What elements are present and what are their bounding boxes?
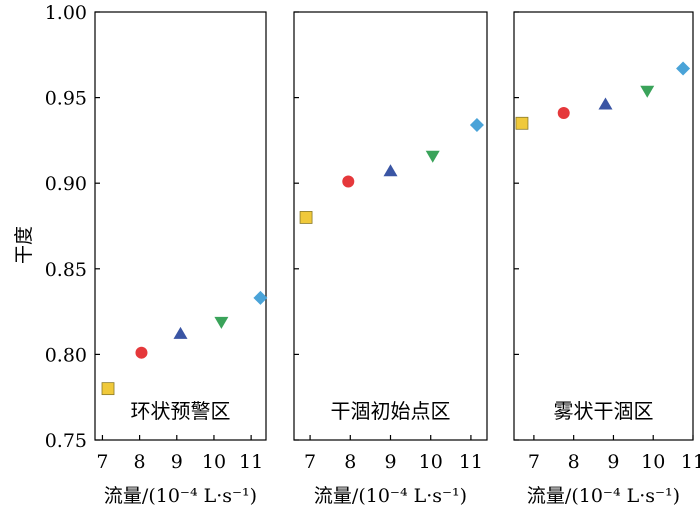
panel-label: 雾状干涸区 — [554, 399, 654, 423]
panel-frame — [94, 11, 267, 441]
x-axis-title: 流量/(10⁻⁴ L·s⁻¹) — [104, 485, 257, 507]
x-tick-label: 7 — [96, 451, 108, 473]
data-point — [214, 316, 229, 329]
x-tick-label: 11 — [459, 451, 483, 473]
data-point — [425, 150, 440, 163]
panel-2: 7 8 9 10 11 流量/(10⁻⁴ L·s⁻¹) 干涸初始点区 — [293, 11, 488, 507]
data-point — [640, 85, 655, 98]
y-axis-title: 干度 — [13, 226, 35, 264]
data-point — [135, 346, 148, 359]
x-tick-label: 11 — [681, 451, 700, 473]
panel-label: 干涸初始点区 — [331, 399, 451, 423]
data-point — [253, 290, 268, 305]
data-point — [342, 175, 355, 188]
data-point — [173, 326, 188, 339]
x-tick-label: 10 — [419, 451, 443, 473]
data-point — [299, 211, 313, 224]
x-tick-label: 11 — [239, 451, 263, 473]
data-point — [557, 107, 570, 120]
y-tick-label: 0.85 — [45, 259, 87, 281]
x-tick-label: 9 — [384, 451, 396, 473]
y-axis-ticks: 0.75 0.80 0.85 0.90 0.95 1.00 — [45, 2, 87, 452]
x-axis-title: 流量/(10⁻⁴ L·s⁻¹) — [527, 485, 680, 507]
x-tick-label: 9 — [607, 451, 619, 473]
panel-frame — [293, 11, 488, 441]
panel-frame — [513, 11, 694, 441]
data-point — [101, 382, 115, 396]
panel-label: 环状预警区 — [131, 399, 231, 423]
x-tick-label: 8 — [134, 451, 146, 473]
x-tick-label: 8 — [344, 451, 356, 473]
y-tick-label: 0.95 — [45, 88, 87, 110]
data-point — [469, 117, 484, 132]
y-tick-label: 0.90 — [45, 173, 87, 195]
panel-1: 7 8 9 10 11 流量/(10⁻⁴ L·s⁻¹) 环状预警区 — [94, 11, 268, 507]
y-tick-label: 1.00 — [45, 2, 87, 24]
x-tick-label: 7 — [304, 451, 316, 473]
y-tick-label: 0.75 — [45, 430, 87, 452]
x-tick-label: 9 — [171, 451, 183, 473]
data-point — [676, 61, 691, 76]
x-tick-label: 7 — [528, 451, 540, 473]
y-tick-label: 0.80 — [45, 344, 87, 366]
data-point — [515, 116, 529, 130]
data-point — [598, 97, 613, 110]
x-tick-label: 8 — [568, 451, 580, 473]
x-axis-title: 流量/(10⁻⁴ L·s⁻¹) — [314, 485, 467, 507]
x-tick-label: 10 — [641, 451, 665, 473]
data-point — [383, 164, 398, 177]
x-tick-label: 10 — [202, 451, 226, 473]
